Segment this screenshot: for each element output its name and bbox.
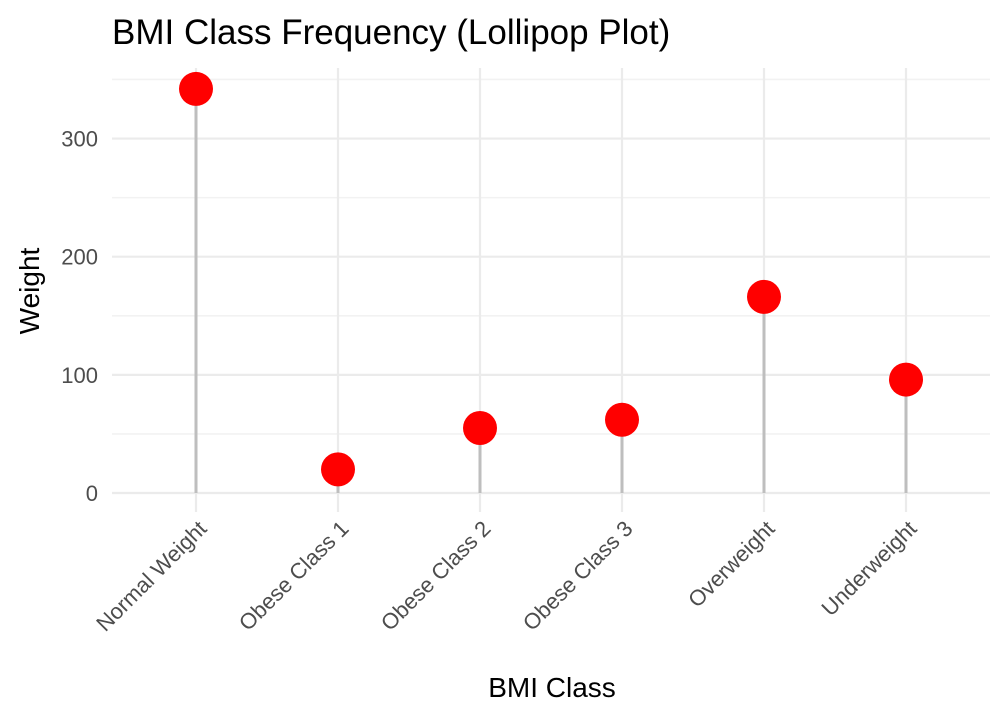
y-tick-label: 200 [61, 245, 98, 270]
y-tick-label: 100 [61, 363, 98, 388]
x-tick-label: Obese Class 1 [234, 516, 354, 636]
points [179, 71, 923, 487]
lollipop-point [747, 279, 781, 314]
y-tick-label: 0 [86, 481, 98, 506]
chart-title: BMI Class Frequency (Lollipop Plot) [112, 13, 670, 52]
x-tick-label: Obese Class 2 [376, 516, 496, 636]
lollipop-point [463, 411, 497, 446]
x-axis-title: BMI Class [488, 672, 616, 703]
lollipop-point [605, 402, 639, 437]
x-tick-label: Underweight [817, 516, 922, 621]
y-axis-title: Weight [14, 247, 45, 334]
x-tick-label: Overweight [683, 516, 779, 612]
lollipop-point [889, 362, 923, 397]
y-axis-ticks: 0 100 200 300 [61, 127, 98, 506]
lollipop-point [321, 452, 355, 487]
y-tick-label: 300 [61, 127, 98, 152]
lollipop-point [179, 71, 213, 106]
x-tick-label: Normal Weight [91, 516, 211, 636]
x-tick-label: Obese Class 3 [518, 516, 638, 636]
stems [194, 88, 908, 493]
grid [112, 68, 990, 512]
